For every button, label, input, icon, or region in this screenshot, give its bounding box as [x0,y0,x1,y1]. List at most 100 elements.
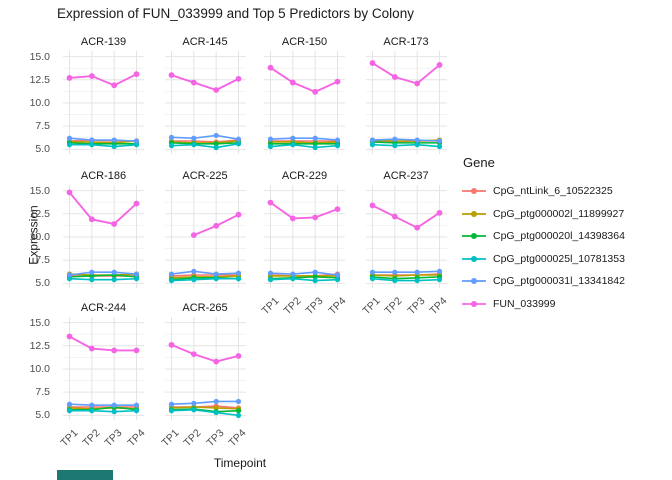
facet-strip-ACR-265: ACR-265 [182,302,228,314]
y-tick-label: 5.0 [35,143,50,156]
x-tick-label: TP2 [181,427,204,450]
facet-strip-ACR-244: ACR-244 [80,302,127,314]
data-point [133,347,140,354]
data-point [168,271,174,277]
data-point [111,221,118,227]
legend-title: Gene [463,155,495,170]
facet-strip-ACR-150: ACR-150 [281,36,328,48]
series-line-CpG_ptg000031l_13341842 [372,270,440,274]
plot-title: Expression of FUN_033999 and Top 5 Predi… [57,6,414,21]
series-line-CpG_ptg000020l_14398364 [69,406,137,411]
data-point [111,402,117,408]
data-point [312,274,318,280]
y-tick-label: 12.5 [29,73,50,86]
data-point [235,211,241,218]
data-point [290,135,296,141]
data-point [66,333,73,340]
y-tick-label: 7.5 [35,254,50,267]
data-point [334,143,341,149]
facet-panel-ACR-229 [264,185,345,288]
series-line-FUN_033999 [69,335,137,352]
legend-entry-CpG_ptg000020l_14398364: CpG_ptg000020l_14398364 [461,228,625,244]
y-tick-label: 12.5 [29,207,50,220]
series-line-CpG_ptg000025l_10781353 [270,277,338,282]
data-point [89,273,95,279]
data-point [88,345,95,352]
data-point [290,276,296,282]
data-point [133,71,140,78]
data-point [334,272,341,278]
x-tick-label: TP3 [204,427,227,450]
series-line-CpG_ptg000025l_10781353 [371,277,440,282]
data-point [391,269,397,275]
data-point [235,276,241,282]
legend-entry-CpG_ptg000031l_13341842: CpG_ptg000031l_13341842 [461,273,625,289]
data-point [369,276,375,282]
legend-entry-label: CpG_ptg000020l_14398364 [493,230,625,243]
series-line-FUN_033999 [269,201,338,220]
series-line-CpG_ptg000020l_14398364 [69,142,137,145]
x-tick-label: TP3 [405,295,428,318]
series-line-CpG_ptg000025l_10781353 [170,277,238,282]
data-point [369,137,375,143]
y-tick-label: 7.5 [35,386,50,399]
data-point [369,269,375,275]
legend-entry-label: CpG_ptg000031l_13341842 [493,275,625,288]
y-tick-label: 12.5 [29,339,50,352]
series-line-CpG_ptg000002l_11899927 [170,140,239,144]
data-point [212,358,219,365]
data-point [369,202,375,209]
data-point [312,88,319,95]
series-line-CpG_ptg000002l_11899927 [170,275,239,279]
data-point [235,398,241,405]
facet-strip-ACR-225: ACR-225 [182,170,228,182]
data-point [111,143,117,150]
data-point [267,277,274,283]
y-tick-label: 15.0 [29,184,50,197]
y-tick-label: 10.0 [29,230,50,243]
data-point [111,409,117,415]
data-point [168,408,174,414]
series-line-CpG_ptg000031l_13341842 [69,271,137,276]
facet-panel-ACR-173 [365,51,447,154]
data-point [235,408,241,414]
data-point [290,271,296,277]
data-point [312,144,318,151]
data-point [436,62,442,68]
data-point [66,276,73,282]
series-line-CpG_ptg000020l_14398364 [270,276,338,280]
series-line-CpG_ptg000025l_10781353 [69,277,137,281]
data-point [267,199,274,206]
facet-strip-ACR-237: ACR-237 [383,170,429,182]
data-point [190,142,196,148]
data-point [190,277,196,283]
data-point [212,87,219,93]
facet-panel-ACR-145 [164,51,246,154]
series-line-CpG_ptg000002l_11899927 [371,274,439,277]
series-line-CpG_ptg000025l_10781353 [69,143,137,148]
data-point [213,141,219,147]
series-line-CpG_ptg000031l_13341842 [170,400,238,406]
data-point [66,142,73,148]
facet-strip-ACR-145: ACR-145 [182,36,228,48]
data-point [436,138,442,144]
series-line-FUN_033999 [170,343,239,363]
data-point [66,401,73,407]
data-point [267,270,274,276]
series-line-CpG_ptg000020l_14398364 [69,274,137,278]
x-tick-label: TP4 [124,427,147,450]
x-tick-label: TP1 [258,295,281,318]
y-tick-label: 5.0 [35,277,50,290]
data-point [213,271,219,277]
facet-strip-ACR-229: ACR-229 [281,170,328,182]
data-point [290,142,296,148]
data-point [111,347,118,354]
series-line-FUN_033999 [68,191,138,226]
legend-entry-CpG_ntLink_6_10522325: CpG_ntLink_6_10522325 [461,183,613,199]
data-point [190,79,197,86]
data-point [414,277,420,284]
data-point [235,270,241,276]
data-point [414,269,420,275]
series-line-CpG_ptg000002l_11899927 [69,140,137,144]
data-point [89,408,95,414]
